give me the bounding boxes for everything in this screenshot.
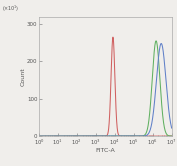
X-axis label: FITC-A: FITC-A <box>95 148 115 153</box>
Y-axis label: Count: Count <box>21 67 26 86</box>
Text: $(\times\!10^1)$: $(\times\!10^1)$ <box>2 4 19 14</box>
